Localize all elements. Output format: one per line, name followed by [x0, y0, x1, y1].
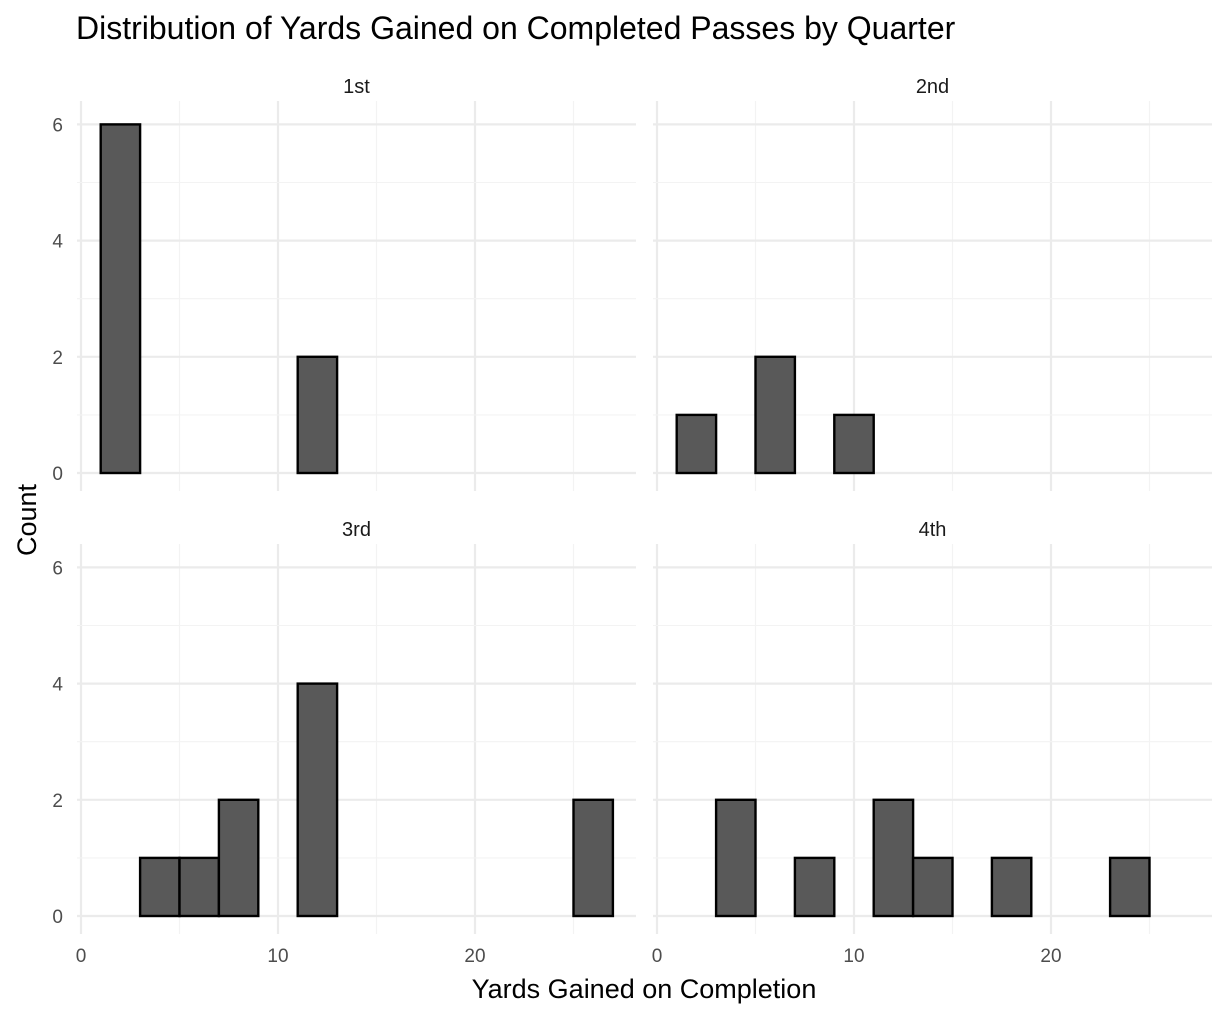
histogram-bar — [714, 798, 757, 918]
facet-panels: 1st 0 2 4 6 2nd 3rd 0 2 4 6 0 10 20 4th 0 10 20 — [52, 76, 1212, 967]
y-tick-label: 4 — [52, 232, 63, 253]
y-tick-label: 0 — [52, 907, 63, 928]
histogram-bar — [99, 123, 142, 475]
x-tick-label: 10 — [843, 946, 864, 967]
histogram-bar — [911, 856, 954, 918]
facet-label: 3rd — [342, 519, 371, 541]
histogram-bar — [754, 355, 797, 475]
facet-label: 4th — [919, 519, 947, 541]
x-tick-label: 10 — [267, 946, 288, 967]
x-tick-label: 20 — [1040, 946, 1061, 967]
y-tick-label: 6 — [52, 115, 63, 136]
x-tick-label: 20 — [464, 946, 485, 967]
facet-panel: 4th 0 10 20 — [652, 519, 1212, 967]
facet-label: 1st — [343, 76, 370, 98]
facet-panel: 1st 0 2 4 6 — [52, 76, 636, 491]
histogram-bar — [1108, 856, 1151, 918]
histogram-bar — [675, 413, 718, 475]
facet-panel: 2nd — [653, 76, 1212, 491]
chart-title: Distribution of Yards Gained on Complete… — [76, 10, 956, 46]
y-tick-label: 2 — [52, 791, 63, 812]
y-tick-label: 6 — [52, 558, 63, 579]
histogram-bar — [296, 355, 339, 475]
histogram-bar — [138, 856, 181, 918]
y-tick-label: 2 — [52, 348, 63, 369]
histogram-bar — [872, 798, 915, 918]
facet-panel: 3rd 0 2 4 6 0 10 20 — [52, 519, 636, 967]
y-axis-title: Count — [12, 483, 42, 556]
histogram-bar — [990, 856, 1033, 918]
histogram-bar — [296, 682, 339, 918]
x-tick-label: 0 — [652, 946, 663, 967]
facet-label: 2nd — [916, 76, 949, 98]
y-tick-label: 0 — [52, 464, 63, 485]
histogram-bar — [217, 798, 260, 918]
histogram-bar — [572, 798, 615, 918]
histogram-bar — [793, 856, 836, 918]
histogram-bar — [833, 413, 875, 475]
x-axis-title: Yards Gained on Completion — [472, 974, 817, 1004]
y-tick-label: 4 — [52, 675, 63, 696]
x-tick-label: 0 — [76, 946, 87, 967]
histogram-bar — [178, 856, 221, 918]
